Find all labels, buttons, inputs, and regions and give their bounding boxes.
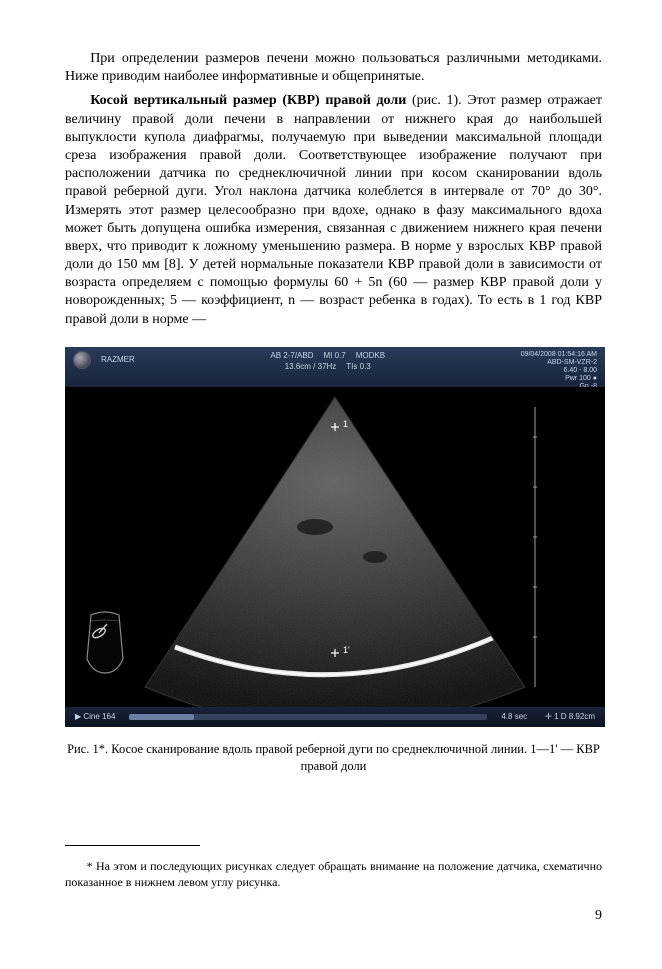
tis-value: TIs 0.3 — [346, 362, 370, 371]
measurement-readout: ✛ 1 D 8.92cm — [545, 712, 595, 721]
preset: ABD-SM-VZR-2 — [547, 359, 597, 366]
ultrasound-topbar: RAZMER AB 2-7/ABD MI 0.7 MODKB 13.6cm / … — [65, 347, 605, 387]
ultrasound-bottombar: ▶ Cine 164 4.8 sec ✛ 1 D 8.92cm — [65, 707, 605, 727]
caliper-1-label: 1 — [343, 419, 348, 429]
paragraph-kvr: Косой вертикальный размер (КВР) правой д… — [65, 92, 602, 328]
ge-logo-icon — [73, 351, 91, 369]
sec-label: 4.8 sec — [501, 712, 527, 721]
page-number: 9 — [65, 908, 602, 924]
page: При определении размеров печени можно по… — [0, 0, 662, 954]
cine-progress — [129, 714, 487, 720]
paragraph-kvr-body: (рис. 1). Этот размер отражает величину … — [65, 93, 602, 326]
pwr: Pwr 100 ● — [565, 375, 597, 382]
cine-label: ▶ Cine 164 — [75, 712, 115, 721]
figure-wrap: RAZMER AB 2-7/ABD MI 0.7 MODKB 13.6cm / … — [65, 347, 602, 775]
footnote-separator — [65, 845, 200, 846]
footnote: * На этом и последующих рисунках следует… — [65, 858, 602, 890]
mi-value: MI 0.7 — [324, 351, 346, 360]
transducer: 13.6cm / 37Hz — [285, 362, 337, 371]
probe-position-icon — [77, 609, 133, 675]
scan-svg — [65, 387, 605, 707]
caliper-1p-label: 1' — [343, 645, 350, 655]
paragraph-intro: При определении размеров печени можно по… — [65, 50, 602, 86]
patient-label: RAZMER — [101, 355, 135, 364]
hospital: MODKB — [356, 351, 385, 360]
probe-freq: AB 2-7/ABD — [270, 351, 313, 360]
depth: 6.40 - 8.00 — [564, 367, 597, 374]
ultrasound-screenshot: RAZMER AB 2-7/ABD MI 0.7 MODKB 13.6cm / … — [65, 347, 605, 727]
bold-heading: Косой вертикальный размер (КВР) правой д… — [90, 93, 412, 108]
figure-caption: Рис. 1*. Косое сканирование вдоль правой… — [65, 741, 602, 775]
ultrasound-scan-area: 1 1' — [65, 387, 605, 707]
topbar-center: AB 2-7/ABD MI 0.7 MODKB 13.6cm / 37Hz TI… — [270, 351, 385, 371]
datetime: 09/04/2008 01:54:16 AM — [521, 351, 597, 358]
topbar-left: RAZMER — [73, 351, 135, 369]
